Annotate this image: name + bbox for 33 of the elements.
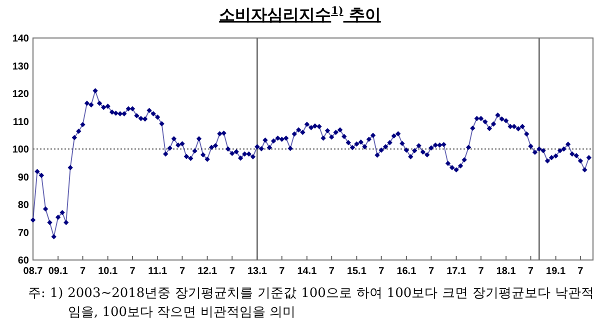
y-tick-label: 110 — [12, 116, 30, 128]
x-tick-label: 7 — [328, 266, 335, 277]
x-tick-label: 14.1 — [297, 266, 318, 277]
x-tick-label: 7 — [578, 266, 584, 277]
y-tick-label: 120 — [12, 89, 30, 100]
x-tick-label: 18.1 — [496, 266, 516, 277]
x-tick-label: 09.1 — [48, 266, 68, 277]
x-tick-label: 17.1 — [446, 266, 466, 277]
x-tick-label: 7 — [478, 266, 484, 277]
y-tick-label: 130 — [12, 61, 30, 72]
x-tick-label: 16.1 — [396, 266, 417, 277]
x-tick-label: 7 — [378, 266, 385, 277]
x-tick-label: 7 — [130, 266, 136, 277]
x-tick-label: 13.1 — [247, 266, 268, 277]
x-tick-label: 7 — [179, 266, 186, 277]
y-tick-label: 90 — [18, 172, 30, 184]
x-tick-label: 10.1 — [98, 266, 118, 277]
x-tick-label: 08.7 — [23, 266, 44, 277]
x-tick-label: 7 — [528, 266, 534, 277]
y-tick-label: 80 — [18, 200, 30, 211]
x-tick-label: 12.1 — [198, 266, 218, 277]
y-tick-label: 70 — [18, 228, 30, 239]
x-tick-label: 7 — [229, 266, 236, 277]
x-tick-label: 7 — [279, 266, 286, 277]
x-tick-label: 11.1 — [148, 266, 168, 277]
y-tick-label: 100 — [12, 144, 30, 156]
x-tick-label: 15.1 — [346, 266, 367, 277]
x-tick-label: 7 — [428, 266, 434, 277]
y-tick-label: 60 — [18, 256, 30, 266]
text: 주: 1) 2003~2018년중 장기평균치를 기준값 100으로 하여 100보다 크면 장기평균보다 낙관적임을, 100보다 작으면 비관적임을 의미 — [28, 285, 594, 322]
x-tick-label: 19.1 — [546, 266, 566, 277]
y-tick-label: 140 — [12, 34, 30, 44]
x-tick-label: 7 — [80, 266, 86, 277]
